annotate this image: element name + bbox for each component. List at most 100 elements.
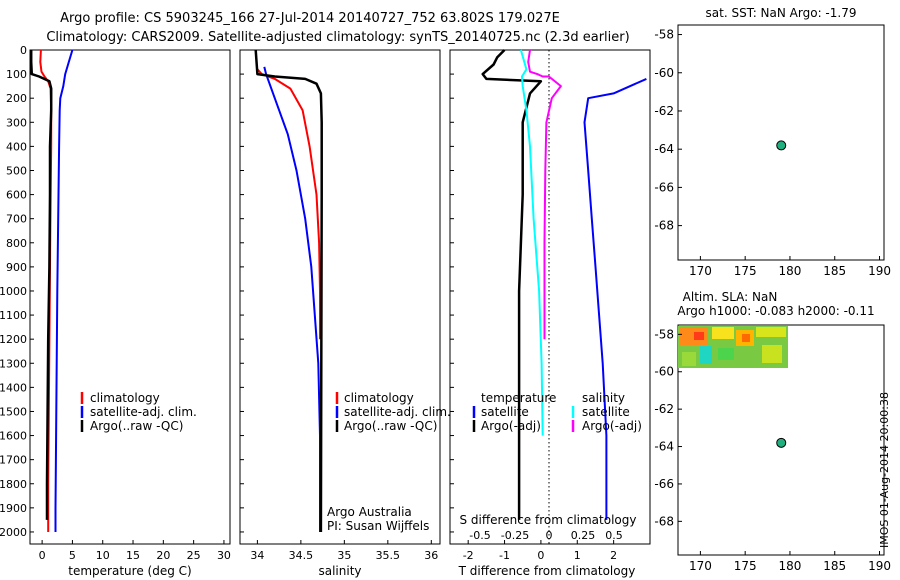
depth-tick-label: 1500 (0, 405, 27, 418)
depth-tick-label: 0 (20, 44, 27, 57)
legend-label-argo: Argo(..raw -QC) (90, 419, 183, 433)
depth-tick-label: 1300 (0, 357, 27, 370)
depth-tick-label: 1200 (0, 333, 27, 346)
map-x-tick-label: 185 (823, 559, 846, 573)
depth-tick-label: 900 (6, 261, 27, 274)
sla-heatmap-cell (756, 327, 786, 337)
map-x-tick-label: 170 (689, 559, 712, 573)
salinity-xlabel: salinity (318, 564, 361, 578)
figure-title-line2: Climatology: CARS2009. Satellite-adjuste… (46, 30, 629, 45)
map-y-tick-label: -62 (654, 402, 674, 416)
map-y-tick-label: -60 (654, 66, 674, 80)
s-tick-label: -0.5 (469, 529, 490, 542)
salinity-x-ticks: 34 34.5 35 35.5 36 (250, 540, 438, 562)
map-y-tick-label: -68 (654, 514, 674, 528)
legend-label-temp-satellite: satellite (481, 405, 529, 419)
x-tick-label: 30 (217, 549, 231, 562)
map-x-tick-label: 185 (823, 264, 846, 278)
x-tick-label: 34.5 (289, 549, 314, 562)
x-tick-label: 0 (39, 549, 46, 562)
depth-tick-label: 1600 (0, 430, 27, 443)
sla-heatmap-cell (718, 348, 734, 360)
series-line-satellite-adj-clim- (263, 66, 321, 532)
series-line-salinity-satellite (519, 49, 544, 436)
institution-note: Argo Australia (327, 505, 412, 519)
sla-map-frame (677, 324, 885, 556)
x-tick-label: 15 (126, 549, 140, 562)
x-tick-label: -1 (499, 549, 510, 562)
sla-map-marker (776, 437, 787, 448)
sla-map-title-line1: Altim. SLA: NaN (683, 290, 778, 304)
salinity-legend: climatology satellite-adj. clim. Argo(..… (335, 391, 451, 433)
difference-xlabel: T difference from climatology (458, 564, 636, 578)
difference-panel-frame (449, 49, 651, 545)
depth-tick-label: 800 (6, 237, 27, 250)
x-tick-label: 1 (574, 549, 581, 562)
legend-label-sal-satellite: satellite (582, 405, 630, 419)
s-difference-tick-labels: -0.5 -0.25 0 0.25 0.5 (469, 529, 622, 542)
map-x-tick-label: 190 (868, 559, 891, 573)
sla-heatmap-patch (678, 326, 788, 368)
depth-axis: 0 100 200 300 400 500 600 700 800 900 1000 1100 1200… (0, 44, 454, 539)
depth-tick-label: 1400 (0, 381, 27, 394)
s-difference-label: S difference from climatology (460, 513, 637, 527)
x-tick-label: 35 (337, 549, 351, 562)
map-x-tick-label: 175 (734, 559, 757, 573)
legend-label-satellite: satellite-adj. clim. (90, 405, 197, 419)
temperature-xlabel: temperature (deg C) (68, 564, 191, 578)
map-y-tick-label: -58 (654, 327, 674, 341)
s-tick-label: 0 (546, 529, 553, 542)
temperature-legend: climatology satellite-adj. clim. Argo(..… (80, 391, 197, 433)
series-line-argo-raw-qc- (29, 50, 53, 520)
map-y-tick-label: -64 (654, 142, 674, 156)
salinity-panel-frame (239, 49, 441, 545)
map-y-tick-label: -66 (654, 477, 674, 491)
legend-label-climatology: climatology (344, 391, 414, 405)
float-position-marker (776, 437, 787, 448)
timestamp-stamp: IMOS 01-Aug-2014 20:00:38 (878, 392, 891, 548)
map-y-tick-label: -62 (654, 104, 674, 118)
salinity-series (254, 49, 323, 533)
depth-tick-label: 300 (6, 116, 27, 129)
legend-title-salinity: salinity (582, 391, 625, 405)
temperature-series (29, 49, 74, 532)
map-y-tick-label: -58 (654, 28, 674, 42)
series-line-satellite-adj-clim- (54, 49, 74, 532)
map-x-tick-label: 180 (779, 264, 802, 278)
temperature-x-ticks: 0 5 10 15 20 25 30 (39, 540, 231, 562)
float-position-marker (776, 140, 787, 151)
difference-series (481, 49, 647, 520)
sst-map-marker (776, 140, 787, 151)
map-y-tick-label: -68 (654, 219, 674, 233)
sst-map-axes: 170 175 180 185 190 -58 -60 -62 -64 -66 -68 (654, 28, 891, 278)
x-tick-label: 2 (610, 549, 617, 562)
depth-tick-label: 600 (6, 189, 27, 202)
sla-map-axes: 170 175 180 185 190 -58 -60 -62 -64 -66 -68 (654, 327, 891, 573)
depth-tick-label: 200 (6, 92, 27, 105)
series-line-temperature-satellite (583, 77, 647, 520)
legend-title-temperature: temperature (481, 391, 556, 405)
depth-tick-label: 1800 (0, 478, 27, 491)
series-line-temperature-argo-adj- (481, 49, 543, 520)
x-tick-label: 5 (69, 549, 76, 562)
x-tick-label: 35.5 (376, 549, 401, 562)
depth-tick-label: 700 (6, 213, 27, 226)
sla-heatmap-cell (742, 334, 750, 342)
difference-x-ticks: -2 -1 0 1 2 (463, 540, 617, 562)
legend-label-sal-argo: Argo(-adj) (582, 419, 642, 433)
map-y-tick-label: -66 (654, 180, 674, 194)
sla-heatmap-cell (694, 332, 704, 340)
legend-label-satellite: satellite-adj. clim. (344, 405, 451, 419)
map-y-tick-label: -60 (654, 365, 674, 379)
depth-tick-label: 2000 (0, 526, 27, 539)
x-tick-label: -2 (463, 549, 474, 562)
map-x-tick-label: 180 (779, 559, 802, 573)
series-line-salinity-argo-adj- (527, 49, 562, 340)
difference-legend: temperature satellite Argo(-adj) salinit… (472, 391, 642, 433)
temperature-panel-frame (29, 49, 231, 545)
s-tick-label: 0.5 (605, 529, 623, 542)
x-tick-label: 20 (156, 549, 170, 562)
sst-map-frame (677, 24, 885, 261)
pi-note: PI: Susan Wijffels (327, 519, 429, 533)
